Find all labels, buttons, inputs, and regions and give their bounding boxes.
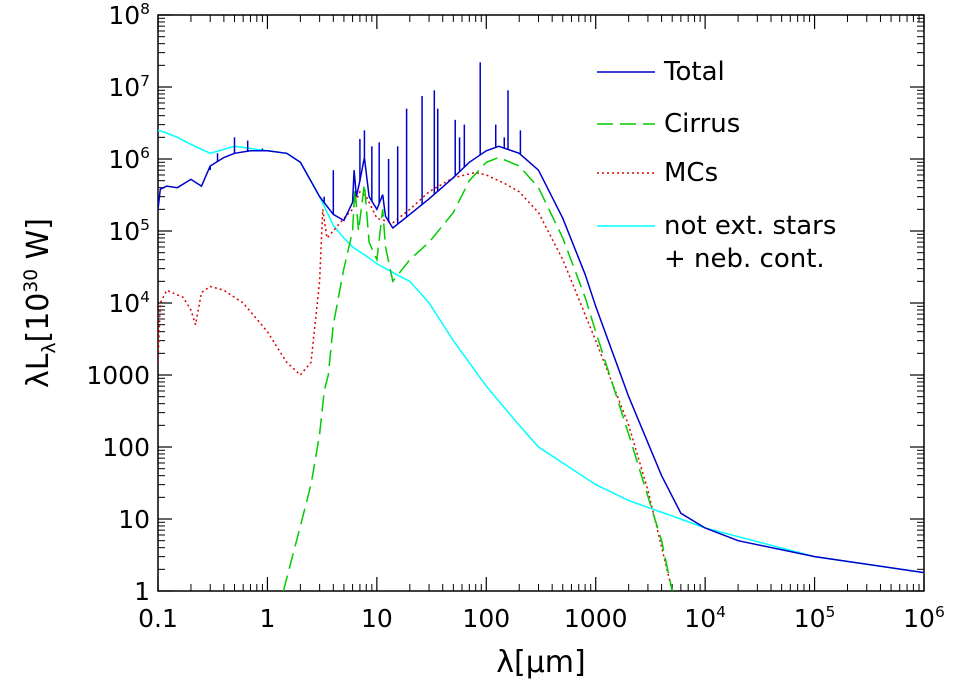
y-tick-label: 107 xyxy=(108,72,150,102)
series-line-mcs xyxy=(158,171,673,591)
legend-item-not-ext-stars-neb-cont: not ext. stars+ neb. cont. xyxy=(597,211,836,274)
y-tick-label: 106 xyxy=(108,144,150,174)
y-tick-label: 105 xyxy=(108,216,150,246)
x-tick-label: 106 xyxy=(903,603,945,633)
axis-ticks: 0.1 1 10 100 1000 104 105 106110100100010410510… xyxy=(86,0,944,633)
x-tick-label: 1 xyxy=(259,604,275,633)
series-line-cirrus xyxy=(282,156,673,591)
legend: Total Cirrus MCs not ext. stars+ neb. cont. xyxy=(597,57,836,274)
plot-frame xyxy=(157,14,925,592)
legend-item-mcs: MCs xyxy=(597,158,718,188)
y-tick-label: 104 xyxy=(108,288,150,318)
y-tick-label: 1 xyxy=(134,577,150,606)
x-tick-label: 10 xyxy=(361,604,393,633)
y-tick-label: 10 xyxy=(118,505,150,534)
legend-item-cirrus: Cirrus xyxy=(597,109,740,139)
legend-label: + neb. cont. xyxy=(664,244,825,274)
x-axis-label: λ[μm] xyxy=(496,645,585,680)
x-tick-label: 1000 xyxy=(564,604,628,633)
legend-label: MCs xyxy=(664,158,718,188)
series-line-not-ext-stars-neb-cont xyxy=(158,129,924,574)
x-tick-label: 105 xyxy=(794,603,836,633)
legend-label: Cirrus xyxy=(664,109,740,139)
y-axis-label: λLλ[1030 W] xyxy=(21,218,60,388)
x-tick-label: 104 xyxy=(684,603,726,633)
series-line-total xyxy=(158,145,924,574)
x-tick-label: 0.1 xyxy=(138,604,178,633)
y-tick-label: 100 xyxy=(102,433,150,462)
legend-label: Total xyxy=(663,57,725,87)
y-tick-label: 108 xyxy=(108,0,150,30)
x-tick-label: 100 xyxy=(462,604,510,633)
series-curves xyxy=(158,62,924,591)
legend-label: not ext. stars xyxy=(664,211,836,241)
legend-item-total: Total xyxy=(597,57,725,87)
y-tick-label: 1000 xyxy=(86,361,150,390)
